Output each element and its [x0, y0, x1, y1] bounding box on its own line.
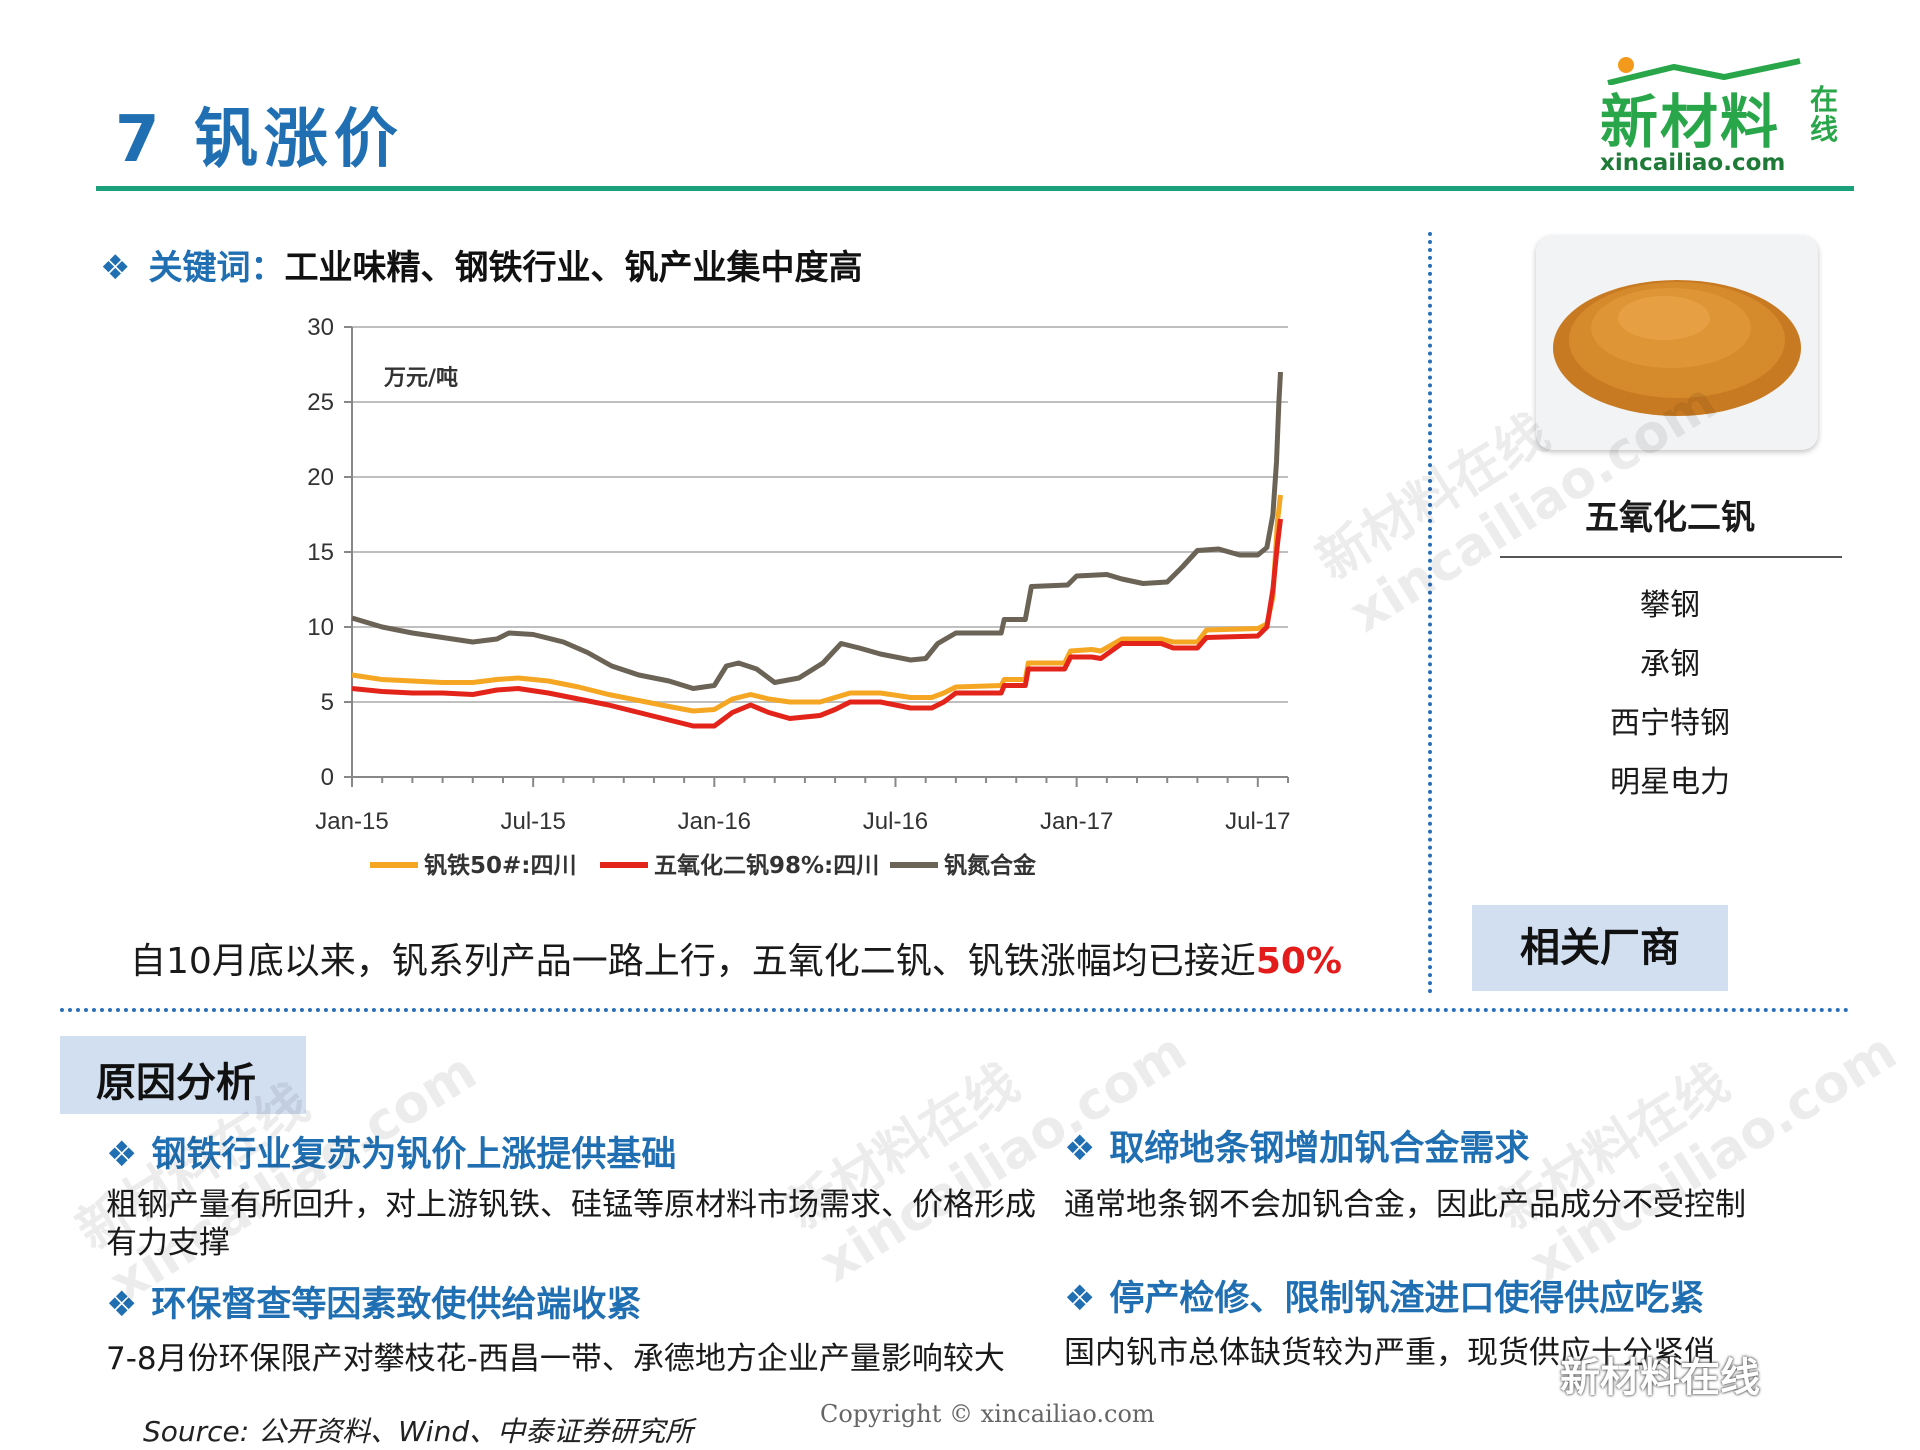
x-tick-label: Jan-15: [315, 808, 388, 835]
reason-heading: ❖ 钢铁行业复苏为钒价上涨提供基础: [106, 1135, 677, 1175]
keywords-text: 工业味精、钢铁行业、钒产业集中度高: [284, 248, 863, 288]
horizontal-divider: [60, 1008, 1850, 1012]
maker-item: 承钢: [1640, 647, 1700, 682]
y-tick-label: 30: [307, 314, 334, 341]
reasons-tag: 原因分析: [60, 1036, 306, 1114]
reason-body: 粗钢产量有所回升，对上游钒铁、硅锰等原材料市场需求、价格形成有力支撑: [106, 1187, 1036, 1261]
legend-label: 五氧化二钒98%:四川: [654, 852, 879, 879]
reason-heading: ❖ 停产检修、限制钒渣进口使得供应吃紧: [1064, 1279, 1705, 1319]
maker-item: 西宁特钢: [1610, 706, 1730, 741]
keywords-line: ❖ 关键词：工业味精、钢铁行业、钒产业集中度高: [100, 240, 862, 289]
vanadium-price-chart: 0 5 10 15 20 25 30 Jan-15 Jul-15 Jan-16 Jul-16 Jan-…: [280, 292, 1310, 902]
legend-label: 钒铁50#:四川: [424, 852, 576, 879]
unit-label: 万元/吨: [383, 366, 458, 391]
powder-pile-icon: [1553, 280, 1801, 416]
bullet-icon: ❖: [100, 248, 131, 288]
series-line: [351, 371, 1283, 691]
legend-label: 钒氮合金: [944, 852, 1037, 879]
x-tick-label: Jan-17: [1040, 808, 1113, 835]
y-tick-label: 5: [321, 689, 334, 716]
x-tick-label: Jan-16: [678, 808, 751, 835]
y-tick-label: 20: [307, 464, 334, 491]
wechat-watermark: 新材料在线: [1560, 1355, 1760, 1401]
keywords-label: 关键词：: [148, 248, 285, 288]
logo-side-text: 在线: [1810, 83, 1839, 146]
y-tick-label: 0: [321, 764, 334, 791]
logo-main-text: 新材料: [1600, 88, 1781, 156]
x-tick-label: Jul-15: [500, 808, 565, 835]
maker-item: 明星电力: [1610, 765, 1730, 800]
y-tick-label: 10: [307, 614, 334, 641]
x-tick-label: Jul-17: [1225, 808, 1290, 835]
v2o5-powder-image: [1536, 236, 1818, 450]
vertical-divider: [1428, 232, 1432, 994]
logo-roof-icon: [1607, 57, 1801, 85]
logo-url-text: xincailiao.com: [1600, 150, 1786, 176]
bullet-icon: ❖: [106, 1135, 138, 1175]
reason-heading: ❖ 环保督查等因素致使供给端收紧: [106, 1285, 642, 1325]
source-note: Source: 公开资料、Wind、中泰证券研究所: [143, 1415, 694, 1448]
series-line: [351, 494, 1283, 714]
bullet-icon: ❖: [1064, 1279, 1096, 1319]
reason-body: 7-8月份环保限产对攀枝花-西昌一带、承德地方企业产量影响较大: [106, 1341, 1005, 1377]
copyright-text: Copyright © xincailiao.com: [820, 1400, 1155, 1428]
reason-heading: ❖ 取缔地条钢增加钒合金需求: [1064, 1129, 1530, 1169]
maker-item: 攀钢: [1640, 588, 1700, 623]
reason-body: 国内钒市总体缺货较为严重，现货供应十分紧俏: [1064, 1335, 1715, 1371]
y-tick-label: 15: [307, 539, 334, 566]
series-line: [351, 518, 1283, 729]
product-name: 五氧化二钒: [1585, 498, 1755, 538]
x-tick-label: Jul-16: [863, 808, 928, 835]
bullet-icon: ❖: [106, 1285, 138, 1325]
y-tick-label: 25: [307, 389, 334, 416]
caption-text: 自10月底以来，钒系列产品一路上行，五氧化二钒、钒铁涨幅均已接近: [130, 941, 1256, 982]
caption-highlight: 50%: [1255, 941, 1342, 982]
product-divider: [1500, 556, 1842, 558]
makers-tag: 相关厂商: [1472, 905, 1728, 991]
page-title: 7 钒涨价: [115, 103, 404, 177]
bullet-icon: ❖: [1064, 1129, 1096, 1169]
brand-logo: 新材料 在线 xincailiao.com: [1600, 55, 1860, 180]
reason-body: 通常地条钢不会加钒合金，因此产品成分不受控制: [1064, 1187, 1746, 1223]
chart-caption: 自10月底以来，钒系列产品一路上行，五氧化二钒、钒铁涨幅均已接近50%: [130, 932, 1342, 984]
title-divider: [96, 186, 1854, 191]
